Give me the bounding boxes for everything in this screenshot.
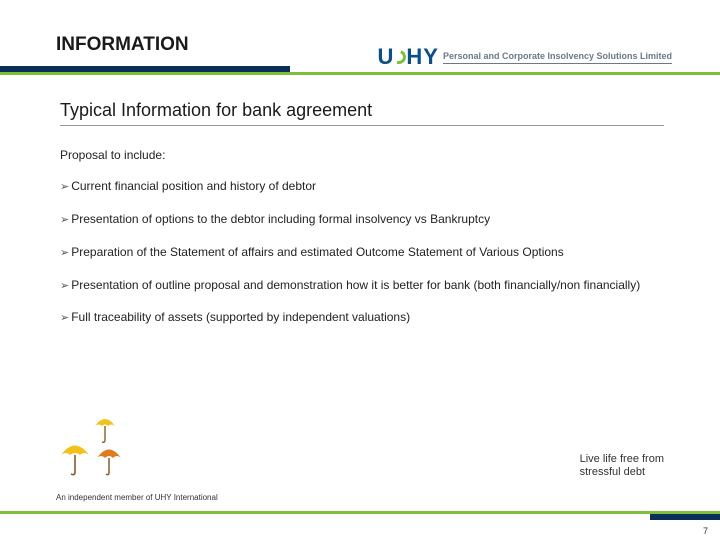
logo-tagline: Personal and Corporate Insolvency Soluti… bbox=[443, 51, 672, 64]
page-number: 7 bbox=[703, 526, 708, 536]
bullet-item: Preparation of the Statement of affairs … bbox=[60, 244, 664, 261]
umbrella-graphic bbox=[56, 416, 156, 476]
content-area: Typical Information for bank agreement P… bbox=[60, 100, 664, 342]
tagline-line2: stressful debt bbox=[580, 466, 664, 480]
bullet-item: Current financial position and history o… bbox=[60, 178, 664, 195]
intro-text: Proposal to include: bbox=[60, 148, 664, 162]
uhy-logo: U H Y bbox=[377, 44, 436, 70]
footer-member-text: An independent member of UHY Internation… bbox=[56, 493, 218, 502]
header-title: INFORMATION bbox=[56, 34, 189, 56]
umbrella-icon bbox=[60, 442, 90, 476]
bullet-item: Presentation of options to the debtor in… bbox=[60, 211, 664, 228]
header: INFORMATION U H Y Personal and Corporate… bbox=[0, 24, 720, 74]
bullet-item: Full traceability of assets (supported b… bbox=[60, 309, 664, 326]
bullet-item: Presentation of outline proposal and dem… bbox=[60, 277, 664, 294]
section-title: Typical Information for bank agreement bbox=[60, 100, 664, 126]
footer-rule-green bbox=[0, 511, 720, 514]
umbrella-icon bbox=[94, 416, 116, 444]
umbrella-icon bbox=[96, 446, 122, 476]
footer-rule-dark bbox=[650, 514, 720, 520]
header-rule-green bbox=[0, 72, 720, 75]
logo-area: U H Y Personal and Corporate Insolvency … bbox=[377, 44, 672, 70]
tagline-line1: Live life free from bbox=[580, 453, 664, 467]
tagline: Live life free from stressful debt bbox=[580, 453, 664, 481]
slide: INFORMATION U H Y Personal and Corporate… bbox=[0, 0, 720, 540]
